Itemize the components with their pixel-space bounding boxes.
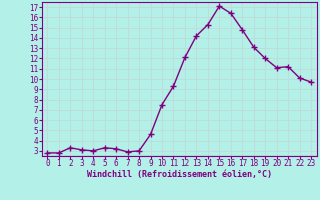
X-axis label: Windchill (Refroidissement éolien,°C): Windchill (Refroidissement éolien,°C) xyxy=(87,170,272,179)
